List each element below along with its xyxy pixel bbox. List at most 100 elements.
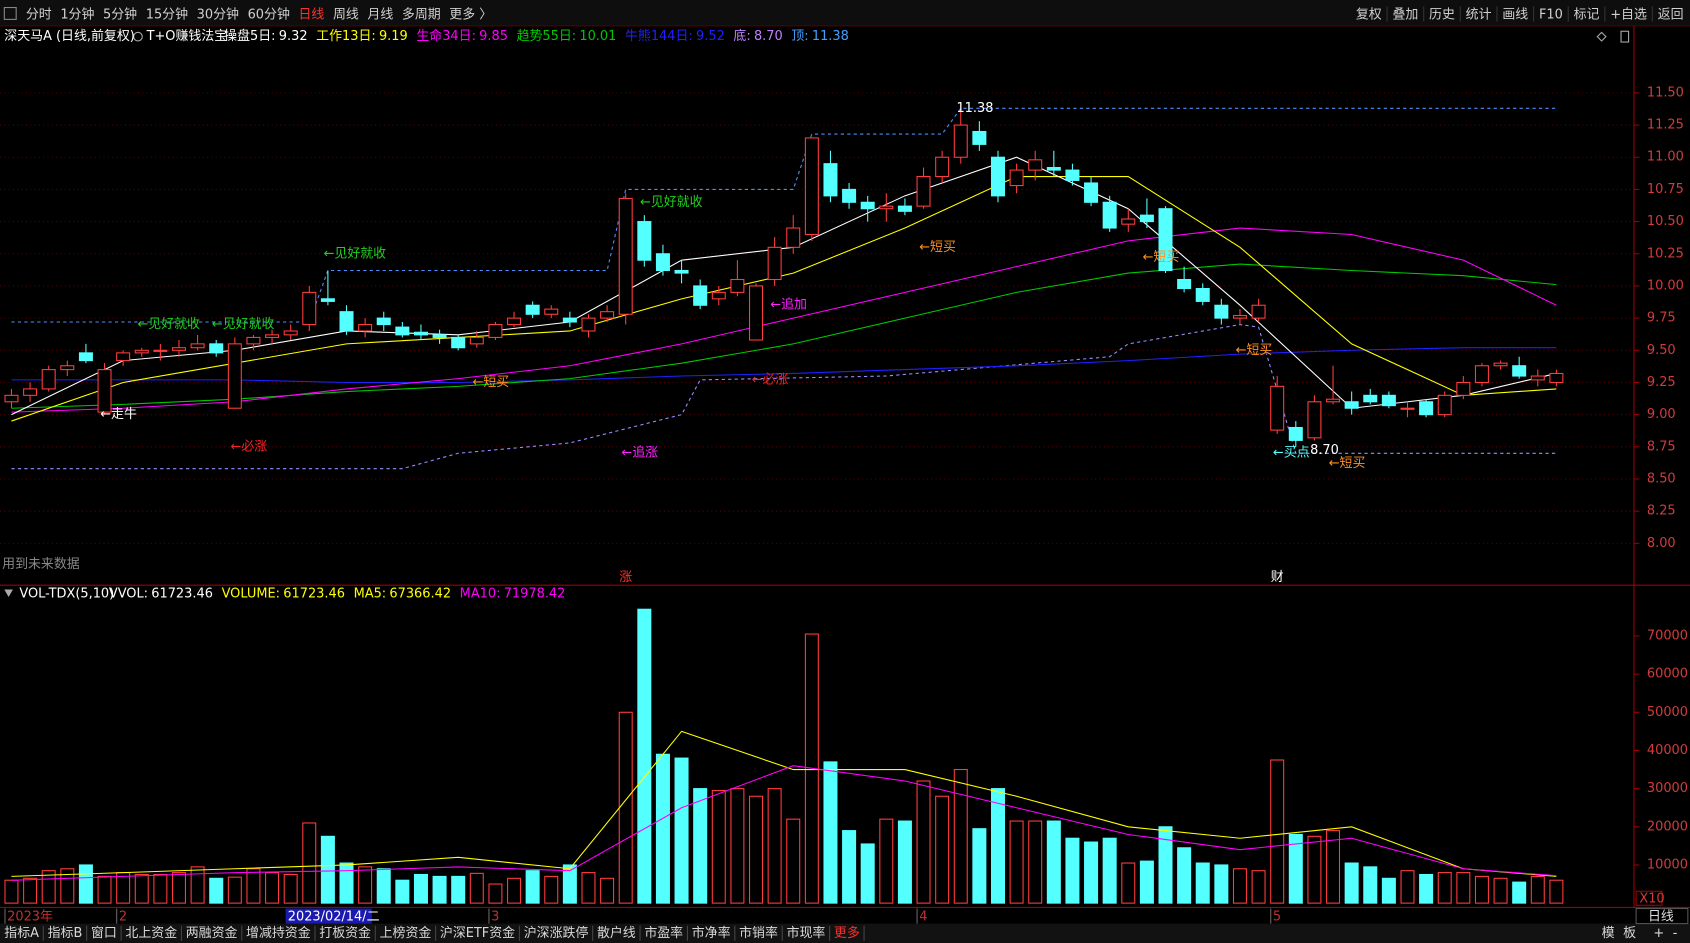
volume-bar (302, 822, 317, 904)
volume-bar (1437, 872, 1452, 904)
toolbar-button[interactable]: +自选 (1610, 8, 1647, 23)
toolbar-item[interactable]: 5分钟 (103, 7, 137, 23)
toolbar-button[interactable]: 返回 (1658, 8, 1684, 23)
signal-annotation: ←追加 (770, 297, 807, 313)
info-value: 9.32 (279, 29, 308, 44)
volume-bar (23, 877, 38, 904)
toolbar-item[interactable]: 日线 (299, 8, 325, 23)
candle-body (990, 156, 1005, 197)
signal-annotation: ←追涨 (621, 445, 658, 461)
info-label: 底: (733, 28, 750, 44)
y-tick-label: 50000 (1647, 705, 1688, 720)
y-tick-label: 11.00 (1647, 150, 1684, 165)
menu-icon[interactable] (3, 7, 17, 20)
bottom-tab[interactable]: 沪深涨跌停 (524, 925, 589, 941)
bottom-tab[interactable]: 增减持资金 (246, 925, 311, 941)
toolbar-button[interactable]: 历史 (1429, 8, 1455, 23)
toolbar-button[interactable]: 叠加 (1392, 8, 1418, 23)
candle-body (655, 253, 670, 272)
y-tick-label: 70000 (1647, 628, 1688, 643)
indicator-name: T+O赚钱法宝 (146, 28, 228, 44)
candle-body (1493, 362, 1508, 367)
volume-bar (1419, 873, 1434, 904)
volume-bar (283, 873, 298, 904)
volume-bar (1400, 870, 1415, 904)
toolbar-item[interactable]: 1分钟 (60, 7, 94, 23)
ma-line (11, 730, 1557, 877)
volume-bar (1139, 860, 1154, 904)
volume-bar (990, 788, 1005, 904)
bottom-tab[interactable]: 上榜资金 (380, 925, 432, 941)
bottom-tab[interactable]: 两融资金 (186, 925, 238, 941)
bottom-control[interactable]: 模 (1602, 926, 1615, 941)
bottom-control[interactable]: + (1653, 926, 1664, 941)
toolbar-button[interactable]: 标记 (1574, 8, 1600, 23)
date-label: 5 (1273, 910, 1281, 925)
toolbar-item[interactable]: 60分钟 (248, 7, 290, 23)
toolbar-item[interactable]: 15分钟 (146, 7, 188, 23)
toolbar-button[interactable]: 复权 (1356, 7, 1382, 23)
bottom-tab[interactable]: 散户线 (597, 925, 636, 941)
candle-body (860, 201, 875, 210)
bottom-control[interactable]: - (1673, 926, 1678, 941)
toolbar-item[interactable]: 多周期 (402, 8, 441, 23)
info-value: 10.01 (579, 29, 616, 44)
y-tick-label: 20000 (1647, 819, 1688, 834)
candle-body (1344, 401, 1359, 409)
candle-body (1326, 398, 1341, 403)
stock-title: 深天马A (日线,前复权) (4, 28, 135, 44)
candle-body (23, 388, 38, 396)
toolbar-item[interactable]: 周线 (333, 8, 359, 23)
volume-bar (395, 879, 410, 904)
bottom-tab[interactable]: 沪深ETF资金 (440, 925, 515, 941)
window-icon[interactable] (1620, 30, 1630, 43)
date-label: 2023年 (7, 910, 53, 925)
volume-bar (1065, 837, 1080, 904)
toolbar-button[interactable]: 统计 (1466, 8, 1492, 23)
candle-body (1046, 166, 1061, 171)
bottom-tab[interactable]: 指标A (4, 926, 39, 941)
candle-body (600, 311, 615, 319)
candle-body (78, 352, 93, 362)
bottom-tab[interactable]: 市现率 (787, 925, 826, 941)
candle-body (507, 317, 522, 326)
bottom-tab[interactable]: 指标B (48, 926, 83, 941)
bottom-tab[interactable]: 市净率 (692, 925, 731, 941)
y-tick-label: 10.50 (1647, 214, 1684, 229)
volume-bar (1046, 820, 1061, 904)
bottom-tab[interactable]: 更多 (834, 926, 860, 941)
info-label: VOLUME: (222, 586, 280, 601)
candle-body (171, 347, 186, 351)
toolbar-item[interactable]: 30分钟 (197, 7, 239, 23)
candle-body (842, 188, 857, 203)
indicator-icon[interactable] (133, 31, 143, 42)
candle-body (879, 205, 894, 210)
ma-line (11, 175, 1557, 422)
bottom-tab[interactable]: 市销率 (739, 925, 778, 941)
bottom-tab[interactable]: 北上资金 (125, 925, 177, 941)
layout-icon[interactable] (1596, 31, 1607, 42)
candle-body (41, 369, 56, 390)
candle-body (209, 343, 224, 354)
volume-bar (1084, 841, 1099, 904)
volume-bar (1177, 847, 1192, 904)
volume-bar (879, 818, 894, 904)
bottom-tab[interactable]: 窗口 (91, 925, 117, 941)
toolbar-button[interactable]: 画线 (1502, 8, 1528, 23)
bottom-tab[interactable]: 打板资金 (319, 925, 371, 941)
collapse-icon[interactable] (4, 589, 13, 598)
toolbar-item[interactable]: 分时 (26, 8, 52, 23)
y-tick-label: 10.75 (1647, 182, 1684, 197)
bottom-control[interactable]: 板 (1623, 926, 1636, 941)
toolbar-item[interactable]: 更多 〉 (449, 8, 492, 23)
y-tick-label: 8.50 (1647, 472, 1676, 487)
toolbar-button[interactable]: F10 (1539, 8, 1563, 23)
bottom-tab[interactable]: 市盈率 (644, 925, 683, 941)
volume-bar (1158, 826, 1173, 904)
candle-body (1381, 394, 1396, 407)
volume-bar (1307, 835, 1322, 904)
info-label: 顶: (791, 29, 808, 44)
candle-body (60, 365, 75, 371)
toolbar-item[interactable]: 月线 (367, 8, 393, 23)
volume-bar (525, 870, 540, 904)
